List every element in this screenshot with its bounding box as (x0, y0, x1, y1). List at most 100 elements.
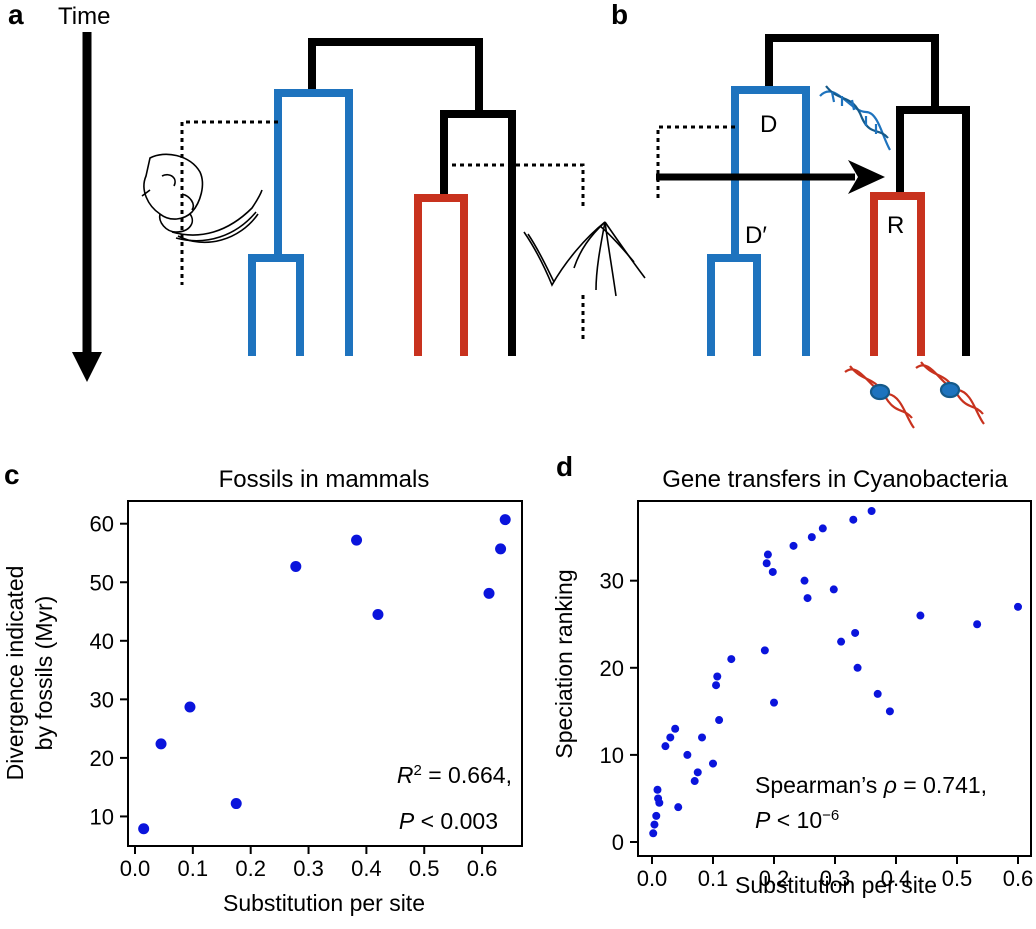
chart-d-title: Gene transfers in Cyanobacteria (662, 466, 1008, 493)
dna-red-blue-icon (844, 361, 985, 429)
chart-c-data-point (483, 587, 495, 599)
chart-c-ytick-label: 50 (90, 570, 114, 595)
chart-c-data-point (138, 823, 150, 835)
transfer-origin-dotted (656, 125, 735, 200)
chart-d-data-point (867, 507, 876, 515)
chart-d-y-axis: 0 10 20 30 (600, 569, 638, 855)
tree-b-red-clade (870, 192, 925, 356)
node-label-d-prime: D′ (745, 222, 767, 249)
chart-c-data-point (155, 738, 167, 750)
chart-d-data-point (829, 585, 838, 594)
chart-c-y-axis: 10 20 30 40 50 60 (90, 512, 128, 829)
node-label-r: R (887, 212, 904, 239)
chart-c-ytick-label: 20 (90, 746, 114, 771)
chart-c-xtick-label: 0.2 (235, 856, 266, 881)
chart-d-data-point (853, 663, 862, 672)
chart-d-x-axis: 0.0 0.1 0.2 0.3 0.4 0.5 0.6 (637, 856, 1034, 891)
chart-d-ytick-label: 10 (600, 743, 624, 768)
chart-c-ytick-label: 40 (90, 629, 114, 654)
chart-c-xtick-label: 0.0 (120, 856, 151, 881)
chart-d-annotation-p: P < 10−6 (755, 807, 839, 834)
fossil-calibration-left (180, 120, 278, 285)
panel-c-letter: c (4, 459, 20, 490)
chart-d-data-point (803, 594, 812, 603)
chart-d-data-point (807, 533, 816, 542)
chart-c-data-point (495, 543, 507, 555)
chart-c-ylabel-line1: Divergence indicated (2, 566, 28, 781)
chart-d-data-point (837, 637, 846, 646)
panel-d-letter: d (556, 451, 573, 482)
chart-d-data-point (885, 707, 894, 716)
chart-d-xtick-label: 0.6 (1003, 866, 1034, 891)
tree-a-black-clade (440, 110, 516, 356)
chart-d-data-point (727, 655, 736, 664)
dna-blue-icon (819, 85, 891, 151)
chart-d-data-point (873, 689, 882, 698)
chart-c-ytick-label: 60 (90, 512, 114, 537)
node-label-d: D (760, 111, 777, 138)
chart-c-data-point (290, 560, 302, 572)
fossil-skull-icon (141, 153, 263, 244)
chart-d-annotation-rho: Spearman’s ρ = 0.741, (755, 772, 987, 798)
chart-d-data-point (715, 716, 724, 725)
chart-d-data-point (709, 759, 717, 768)
chart-c-x-axis: 0.0 0.1 0.2 0.3 0.4 0.5 0.6 (120, 846, 498, 881)
chart-d-data-point (973, 620, 982, 629)
chart-d-data-point (690, 777, 699, 786)
chart-d-ylabel: Speciation ranking (551, 569, 577, 758)
chart-c-xtick-label: 0.5 (409, 856, 440, 881)
chart-c-data-point (184, 701, 196, 713)
panel-d: d Gene transfers in Cyanobacteria 0.0 0.1… (551, 451, 1033, 898)
chart-d-ytick-label: 0 (612, 830, 624, 855)
bat-wing-icon (523, 221, 646, 297)
chart-c-xlabel: Substitution per site (223, 890, 425, 916)
tree-a (248, 38, 516, 356)
transfer-arrow-head (848, 160, 885, 194)
tree-a-blue-subclade (248, 254, 304, 356)
chart-d-points (649, 507, 1022, 838)
chart-d-data-point (655, 798, 664, 807)
chart-d-xlabel: Substitution per site (735, 872, 937, 898)
tree-b-root-branch (765, 34, 939, 110)
chart-d-data-point (770, 698, 778, 707)
tree-a-blue-clade (274, 89, 353, 356)
chart-d-xtick-label: 0.1 (698, 866, 729, 891)
chart-c-title: Fossils in mammals (219, 466, 430, 493)
chart-c-annotation-r2: R2 = 0.664, (397, 762, 512, 789)
chart-d-ytick-label: 30 (600, 569, 624, 594)
chart-d-data-point (653, 785, 662, 794)
chart-c-annotation-p: P < 0.003 (399, 808, 498, 834)
chart-d-data-point (789, 541, 798, 550)
chart-d-data-point (1014, 602, 1022, 611)
panel-b-letter: b (611, 0, 628, 30)
chart-d-data-point (916, 611, 925, 620)
chart-c-ytick-label: 10 (90, 804, 114, 829)
time-arrow-head (72, 352, 102, 382)
chart-c-plot-frame (127, 500, 523, 847)
panel-c: c Fossils in mammals 0.0 0.1 0.2 0.3 0.4 0.5 0… (2, 459, 523, 916)
chart-d-data-point (713, 672, 722, 681)
chart-d-data-point (763, 550, 772, 559)
panel-b: b D D′ R (611, 0, 985, 429)
chart-c-data-point (230, 798, 242, 810)
chart-d-plot-frame (637, 500, 1032, 857)
chart-d-data-point (693, 768, 702, 777)
tree-b (707, 34, 970, 356)
chart-d-data-point (712, 681, 721, 690)
chart-c-xtick-label: 0.6 (467, 856, 498, 881)
chart-d-data-point (818, 524, 827, 533)
chart-d-data-point (851, 628, 860, 637)
chart-d-data-point (652, 811, 661, 820)
chart-c-xtick-label: 0.1 (178, 856, 209, 881)
tree-a-root-branch (308, 38, 483, 114)
chart-c-ytick-label: 30 (90, 687, 114, 712)
chart-c-points (138, 514, 511, 835)
chart-d-data-point (768, 567, 777, 576)
chart-d-xtick-label: 0.3 (820, 866, 851, 891)
tree-b-black-clade (896, 106, 970, 356)
chart-d-data-point (661, 742, 670, 751)
chart-d-xtick-label: 0.5 (942, 866, 973, 891)
chart-c-ylabel-line2: by fossils (Myr) (31, 596, 57, 751)
tree-a-red-clade (414, 194, 468, 356)
